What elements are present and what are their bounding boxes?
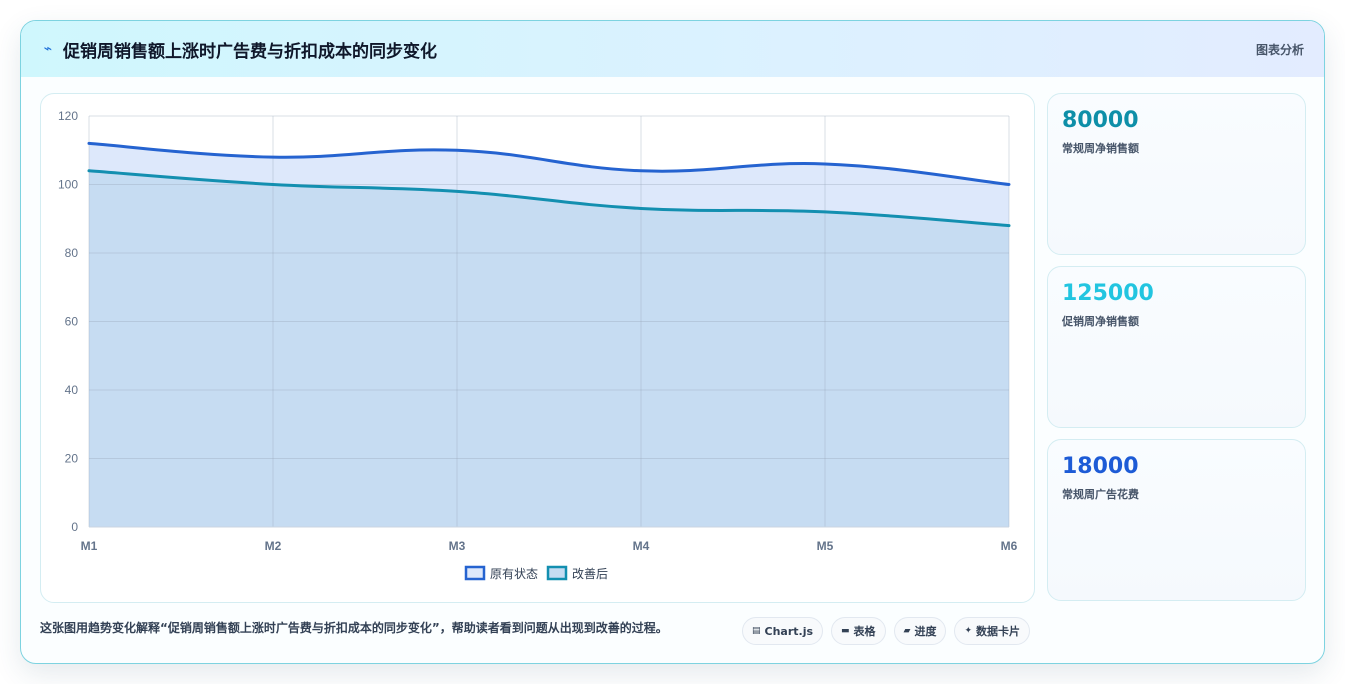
- stat-card-ad-spend: 18000 常规周广告花费: [1047, 439, 1306, 601]
- chart-description: 这张图用趋势变化解释“促销周销售额上涨时广告费与折扣成本的同步变化”，帮助读者看…: [40, 621, 668, 635]
- x-tick-label: M1: [81, 539, 98, 553]
- chip-progress[interactable]: ▰ 进度: [893, 617, 947, 645]
- chip-label: 表格: [853, 625, 876, 638]
- legend-label-2: 改善后: [572, 566, 608, 581]
- stat-label: 促销周净销售额: [1062, 315, 1139, 328]
- chart-panel: 0 20 40 60 80 100 120 M1 M2 M3 M4 M5 M6 原有状态 改善后: [40, 93, 1035, 603]
- series-line-1: [87, 141, 1011, 186]
- table-icon: ▬: [841, 626, 850, 636]
- x-tick-label: M5: [817, 539, 834, 553]
- legend-swatch-1: [464, 565, 486, 581]
- trend-line-icon: ⌁: [43, 41, 53, 57]
- x-tick-label: M6: [1001, 539, 1018, 553]
- area-chart: 0 20 40 60 80 100 120 M1 M2 M3 M4 M5 M6 原有状态 改善后: [58, 109, 1018, 581]
- y-tick-label: 100: [58, 178, 78, 192]
- chart-analysis-tag: 图表分析: [1255, 42, 1304, 57]
- x-tick-label: M2: [265, 539, 282, 553]
- chip-label: Chart.js: [764, 624, 814, 638]
- y-tick-label: 40: [65, 383, 79, 397]
- stat-value: 125000: [1062, 281, 1154, 306]
- series-area-2: [89, 170, 1009, 528]
- card-header: ⌁ 促销周销售额上涨时广告费与折扣成本的同步变化 图表分析: [21, 21, 1324, 77]
- title-group: ⌁ 促销周销售额上涨时广告费与折扣成本的同步变化: [41, 37, 437, 62]
- legend-swatch-2: [546, 565, 568, 581]
- x-tick-label: M4: [633, 539, 650, 553]
- stat-card-regular-sales: 80000 常规周净销售额: [1047, 93, 1306, 255]
- chip-data-cards[interactable]: ✦ 数据卡片: [954, 617, 1031, 645]
- chip-label: 进度: [914, 625, 937, 638]
- chip-label: 数据卡片: [976, 625, 1021, 638]
- legend-label-1: 原有状态: [490, 567, 538, 581]
- progress-icon: ▰: [903, 626, 911, 636]
- chip-chartjs[interactable]: ▤ Chart.js: [742, 617, 824, 645]
- stat-value: 18000: [1062, 454, 1139, 479]
- sparkle-icon: ✦: [964, 626, 973, 636]
- x-tick-label: M3: [449, 539, 466, 553]
- y-tick-label: 60: [65, 315, 79, 329]
- y-tick-label: 80: [65, 246, 79, 260]
- y-tick-label: 120: [58, 109, 78, 123]
- stat-value: 80000: [1062, 108, 1139, 133]
- stat-label: 常规周净销售额: [1062, 142, 1139, 155]
- chart-icon: ▤: [752, 626, 761, 636]
- page-title: 促销周销售额上涨时广告费与折扣成本的同步变化: [63, 41, 437, 62]
- series-line-2: [87, 169, 1011, 228]
- chip-table[interactable]: ▬ 表格: [831, 617, 886, 645]
- dashboard-card: ⌁ 促销周销售额上涨时广告费与折扣成本的同步变化 图表分析 0 20 40 60 80 1…: [20, 20, 1325, 664]
- tech-chips: ▤ Chart.js ▬ 表格 ▰ 进度 ✦ 数据卡片: [742, 617, 1031, 645]
- stat-label: 常规周广告花费: [1062, 488, 1139, 501]
- y-tick-label: 20: [65, 452, 79, 466]
- stat-card-promo-sales: 125000 促销周净销售额: [1047, 266, 1306, 428]
- y-tick-label: 0: [71, 520, 78, 534]
